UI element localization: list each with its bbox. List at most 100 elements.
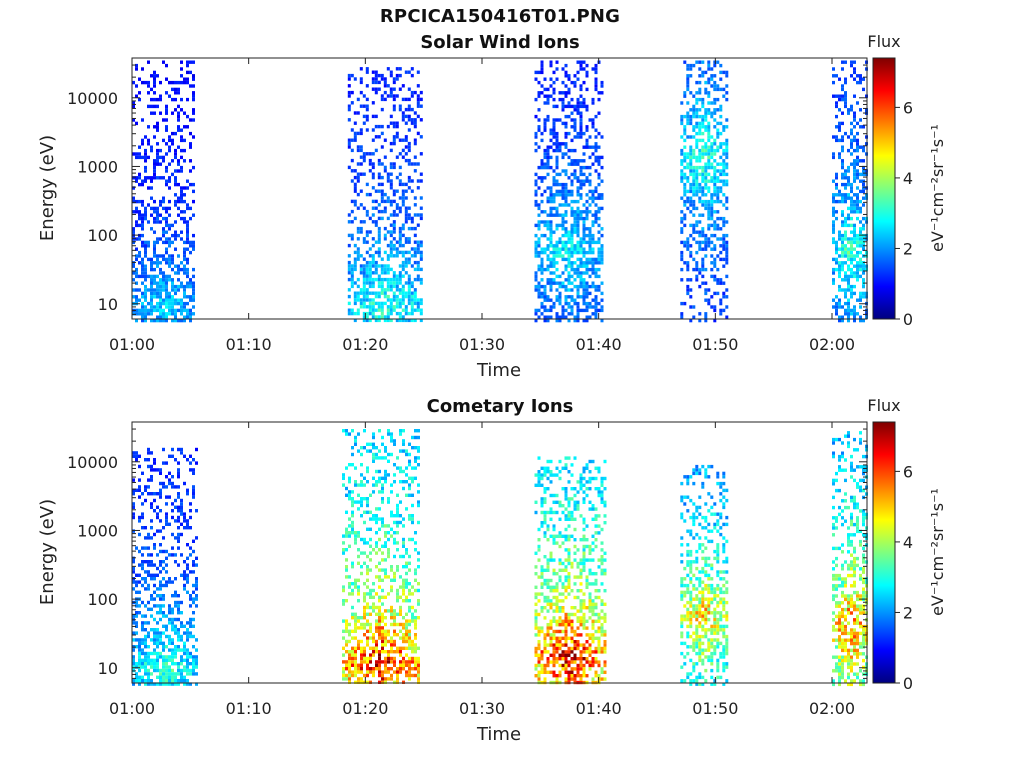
heat-cell — [555, 135, 559, 139]
heat-cell — [387, 609, 390, 613]
heat-cell — [859, 199, 862, 204]
heat-cell — [549, 653, 553, 657]
heat-cell — [719, 145, 723, 149]
heat-cell — [561, 657, 565, 661]
heat-cell — [570, 264, 574, 268]
heat-cell — [177, 634, 180, 639]
heat-cell — [165, 128, 168, 132]
heat-cell — [594, 142, 598, 146]
heat-cell — [395, 318, 399, 323]
heat-cell — [594, 301, 598, 306]
heat-cell — [546, 237, 550, 241]
heat-cell — [407, 318, 411, 323]
heat-cell — [171, 679, 174, 683]
heat-cell — [380, 124, 384, 129]
heat-cell — [351, 670, 354, 674]
heat-cell — [555, 660, 559, 664]
heat-cell — [552, 125, 556, 129]
heat-cell — [847, 216, 850, 221]
heat-cell — [356, 206, 360, 210]
heat-cell — [132, 638, 135, 642]
heat-cell — [686, 267, 690, 272]
heat-cell — [585, 308, 589, 313]
heat-cell — [384, 670, 387, 674]
heat-cell — [695, 206, 699, 211]
heat-cell — [378, 490, 381, 494]
heat-cell — [180, 155, 183, 160]
heat-cell — [381, 435, 384, 440]
heat-cell — [374, 318, 378, 323]
heat-cell — [701, 148, 705, 153]
heat-cell — [144, 159, 147, 163]
heat-cell — [369, 551, 372, 555]
heat-cell — [395, 254, 399, 258]
heat-cell — [354, 442, 357, 446]
heat-cell — [713, 291, 717, 296]
heat-cell — [404, 213, 408, 217]
heat-cell — [147, 447, 150, 452]
heat-cell — [543, 599, 547, 603]
heat-cell — [564, 227, 568, 231]
heat-cell — [366, 503, 369, 508]
heat-cell — [153, 254, 156, 258]
heat-cell — [189, 318, 192, 323]
heat-cell — [399, 653, 402, 657]
heat-cell — [135, 546, 138, 550]
heat-cell — [153, 295, 156, 299]
heat-cell — [195, 447, 198, 452]
heat-cell — [564, 463, 568, 467]
heat-cell — [540, 473, 544, 477]
heat-cell — [195, 648, 198, 652]
heat-cell — [555, 606, 559, 610]
heat-cell — [725, 155, 729, 160]
heat-cell — [399, 650, 402, 654]
heat-cell — [378, 605, 381, 610]
heat-cell — [537, 295, 541, 299]
heat-cell — [579, 94, 583, 98]
heat-cell — [408, 459, 411, 463]
heat-cell — [159, 237, 162, 241]
heat-cell — [369, 626, 372, 630]
heat-cell — [862, 291, 865, 296]
heat-cell — [847, 176, 850, 180]
heat-cell — [600, 261, 604, 265]
heat-cell — [174, 679, 177, 683]
heat-cell — [353, 175, 357, 180]
heat-cell — [380, 271, 384, 275]
heat-cell — [847, 298, 850, 302]
heat-cell — [600, 80, 604, 85]
heat-cell — [377, 274, 381, 278]
heat-cell — [186, 295, 189, 299]
heat-cell — [150, 148, 153, 153]
heat-cell — [573, 125, 577, 129]
heat-cell — [546, 470, 550, 474]
heat-cell — [393, 575, 396, 579]
heat-cell — [698, 220, 702, 224]
heat-cell — [399, 609, 402, 613]
heat-cell — [147, 631, 150, 635]
heat-cell — [585, 125, 589, 129]
heat-cell — [368, 230, 372, 234]
heat-cell — [558, 459, 562, 464]
heat-cell — [171, 672, 174, 676]
heat-cell — [189, 308, 192, 313]
heat-cell — [543, 568, 547, 572]
heat-cell — [561, 312, 565, 316]
heat-cell — [384, 656, 387, 661]
heat-cell — [183, 240, 186, 245]
heat-cell — [378, 663, 381, 667]
heat-cell — [546, 87, 550, 92]
heat-cell — [159, 271, 162, 275]
heat-cell — [156, 566, 159, 571]
heat-cell — [135, 573, 138, 577]
heat-cell — [564, 220, 568, 224]
heat-cell — [165, 563, 168, 567]
heat-cell — [356, 230, 360, 234]
heat-cell — [384, 568, 387, 572]
heat-cell — [549, 240, 553, 245]
heat-cell — [546, 524, 550, 528]
heat-cell — [348, 544, 351, 548]
heat-cell — [168, 206, 171, 211]
heat-cell — [189, 570, 192, 574]
heat-cell — [573, 104, 577, 109]
